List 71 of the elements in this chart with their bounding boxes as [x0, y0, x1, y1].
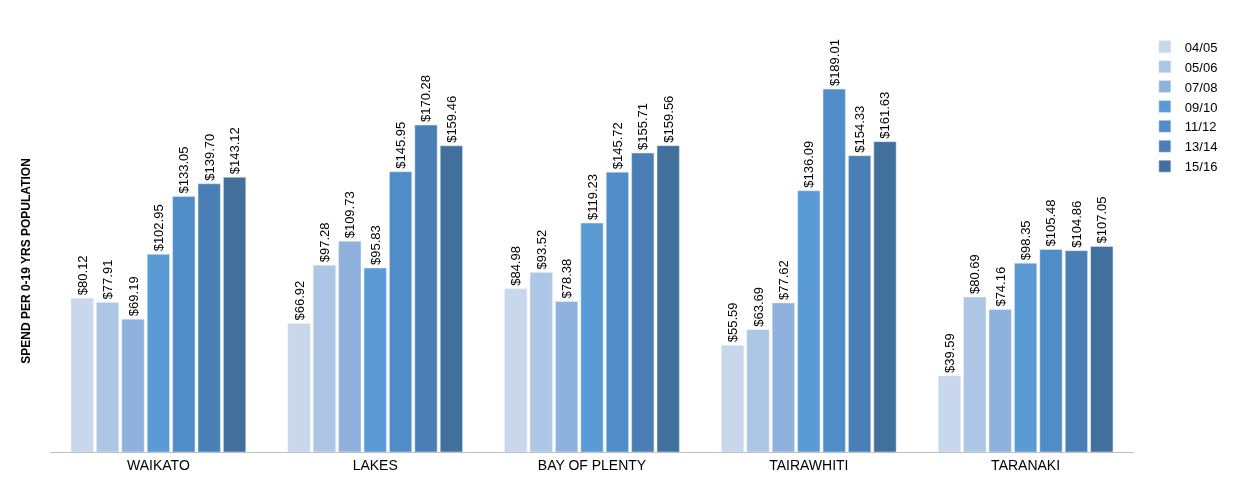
data-label: $155.71 — [635, 103, 651, 151]
data-label: $39.59 — [941, 333, 957, 373]
data-label: $77.91 — [100, 259, 116, 300]
legend-label: 04/05 — [1184, 39, 1218, 55]
bar — [555, 301, 579, 452]
bar — [1014, 262, 1038, 452]
legend-label: 05/06 — [1184, 59, 1218, 75]
data-label: $102.95 — [150, 204, 166, 252]
legend-label: 09/10 — [1184, 99, 1218, 115]
bar — [312, 264, 336, 452]
bar — [580, 222, 604, 452]
bar — [1039, 249, 1063, 452]
x-tick-label: TARANAKI — [991, 456, 1061, 473]
data-label: $189.01 — [826, 39, 842, 87]
bar — [1090, 246, 1114, 452]
legend-label: 13/14 — [1184, 139, 1218, 155]
bar — [439, 145, 463, 452]
data-label: $80.69 — [967, 254, 983, 295]
data-label: $119.23 — [584, 174, 600, 221]
data-label: $98.35 — [1018, 220, 1034, 261]
x-tick-label: LAKES — [352, 456, 398, 473]
data-label: $84.98 — [508, 246, 524, 286]
bar — [873, 141, 897, 452]
data-label: $74.16 — [992, 266, 1008, 307]
bar — [414, 124, 438, 452]
data-label: $109.73 — [342, 191, 358, 239]
bar — [721, 345, 745, 452]
bar — [1064, 250, 1088, 452]
data-label: $154.33 — [852, 105, 868, 153]
data-label: $133.05 — [176, 146, 192, 194]
bar — [746, 329, 770, 452]
x-tick-label: BAY OF PLENTY — [537, 456, 647, 473]
data-label: $107.05 — [1094, 196, 1110, 244]
data-label: $139.70 — [201, 133, 217, 181]
bar — [96, 302, 120, 452]
x-tick-label: WAIKATO — [127, 456, 190, 473]
data-label: $145.95 — [393, 121, 409, 169]
y-axis-title: SPEND PER 0-19 YRS POPULATION — [19, 158, 34, 364]
bar — [287, 323, 311, 452]
bar — [771, 302, 795, 452]
legend-label: 15/16 — [1184, 159, 1218, 175]
data-label: $159.46 — [443, 95, 459, 143]
bar — [121, 318, 145, 452]
bar — [223, 176, 247, 452]
data-label: $97.28 — [316, 222, 332, 263]
data-label: $63.69 — [750, 286, 766, 327]
data-label: $159.56 — [660, 95, 676, 143]
bar — [848, 155, 872, 452]
bar — [605, 171, 629, 452]
bar — [146, 254, 170, 452]
data-label: $93.52 — [533, 229, 549, 270]
data-label: $78.38 — [559, 258, 575, 299]
bar — [70, 297, 94, 452]
data-label: $170.28 — [418, 75, 434, 123]
data-label: $55.59 — [725, 302, 741, 343]
data-label: $69.19 — [125, 276, 141, 317]
bar — [389, 171, 413, 452]
data-label: $143.12 — [227, 127, 243, 175]
legend-label: 07/08 — [1184, 79, 1218, 95]
data-label: $77.62 — [775, 260, 791, 300]
x-tick-label: TAIRAWHITI — [769, 456, 849, 473]
data-label: $136.09 — [801, 140, 817, 188]
legend-label: 11/12 — [1184, 119, 1217, 135]
data-label: $145.72 — [609, 122, 625, 170]
data-label: $66.92 — [291, 280, 307, 321]
data-label: $105.48 — [1043, 199, 1059, 247]
data-label: $80.12 — [74, 255, 90, 296]
data-label: $161.63 — [877, 91, 893, 139]
bar — [937, 375, 961, 452]
data-label: $104.86 — [1068, 200, 1084, 248]
data-label: $95.83 — [367, 225, 383, 266]
